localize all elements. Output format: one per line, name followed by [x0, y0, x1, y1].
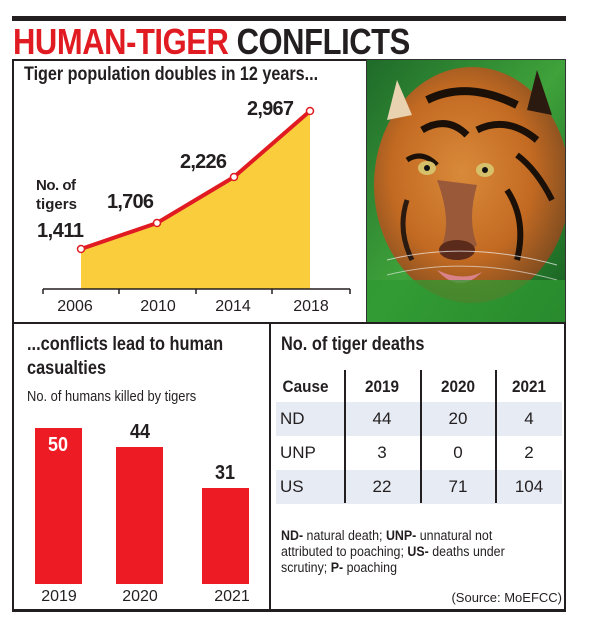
table-row-nd: ND 44 20 4 — [276, 402, 562, 436]
cell-2021: 104 — [514, 477, 544, 496]
footnote-us-abbr: US- — [407, 544, 429, 559]
cell-2020: 0 — [453, 443, 463, 462]
cell-2021: 2 — [524, 443, 534, 462]
data-label-2006: 1,411 — [37, 220, 84, 242]
x-tick-2006: 2006 — [57, 298, 93, 315]
casualties-title-line2: casualties — [27, 358, 107, 379]
cell-2020: 71 — [448, 477, 468, 496]
cell-2019: 3 — [377, 443, 387, 462]
bar-2019 — [35, 428, 82, 584]
footnote-unp-text: unnatural not attributed to poaching; — [281, 528, 493, 559]
cell-cause: US — [280, 477, 304, 496]
cell-2019: 44 — [372, 409, 392, 428]
population-area-chart: 2006 2010 2014 2018 No. of tigers 1,411 … — [36, 98, 351, 315]
cell-cause: UNP — [280, 443, 316, 462]
table-header-row: Cause 2019 2020 2021 — [276, 370, 562, 404]
cell-cause: ND — [280, 409, 305, 428]
footnote-p-abbr: P- — [330, 560, 344, 575]
population-line — [80, 109, 312, 251]
data-label-2014: 2,226 — [180, 151, 227, 173]
bottom-section-frame — [12, 322, 566, 612]
data-point-2014 — [229, 172, 239, 182]
header-cause: Cause — [282, 377, 329, 396]
tiger-photo — [366, 59, 566, 324]
header-2019: 2019 — [364, 377, 400, 396]
bar-year-2019: 2019 — [41, 588, 77, 605]
bar-value-2019: 50 — [47, 434, 69, 456]
data-point-2010 — [152, 218, 162, 228]
title-black-part: CONFLICTS — [236, 21, 411, 62]
x-tick-2014: 2014 — [215, 298, 251, 315]
population-chart-title: Tiger population doubles in 12 years... — [24, 64, 319, 85]
cell-2021: 4 — [524, 409, 534, 428]
data-point-2006 — [76, 244, 86, 254]
top-rule — [12, 16, 566, 21]
data-label-2018: 2,967 — [247, 98, 294, 120]
x-tick-2010: 2010 — [140, 298, 176, 315]
bar-value-2021: 31 — [214, 462, 236, 484]
page-title: HUMAN-TIGER CONFLICTS — [13, 22, 410, 62]
header-2021: 2021 — [511, 377, 547, 396]
source-credit: (Source: MoEFCC) — [451, 590, 562, 605]
y-axis-label-line2: tigers — [36, 196, 77, 213]
bar-2020 — [116, 447, 163, 584]
table-column-divider — [344, 370, 346, 503]
tiger-face-image — [367, 60, 565, 323]
cell-2019: 22 — [372, 477, 392, 496]
footnote-unp-abbr: UNP- — [385, 528, 417, 543]
title-red-part: HUMAN-TIGER — [13, 21, 229, 62]
tiger-deaths-title: No. of tiger deaths — [281, 334, 425, 355]
table-column-divider — [420, 370, 422, 503]
bar-value-2020: 44 — [129, 421, 151, 443]
population-chart-panel — [12, 59, 366, 323]
bar-year-2020: 2020 — [122, 588, 158, 605]
footnote-nd-abbr: ND- — [281, 528, 304, 543]
footnote-p-text: poaching — [343, 560, 397, 575]
casualties-subtitle: No. of humans killed by tigers — [27, 388, 197, 405]
abbreviation-footnote: ND- natural death; UNP- unnatural not at… — [281, 528, 543, 576]
y-axis-label-line1: No. of — [36, 177, 77, 194]
x-tick-2018: 2018 — [293, 298, 329, 315]
footnote-nd-text: natural death; — [303, 528, 386, 543]
bar-year-2021: 2021 — [214, 588, 250, 605]
section-divider — [269, 323, 271, 611]
footnote-us-text: deaths under scrutiny; — [281, 544, 505, 575]
bar-2021 — [202, 488, 249, 584]
table-row-us: US 22 71 104 — [276, 470, 562, 504]
data-label-2010: 1,706 — [107, 191, 154, 213]
table-column-divider — [495, 370, 497, 503]
header-2020: 2020 — [440, 377, 476, 396]
table-row-unp: UNP 3 0 2 — [276, 436, 562, 470]
cell-2020: 20 — [448, 409, 468, 428]
data-point-2018 — [305, 106, 315, 116]
casualties-title-line1: ...conflicts lead to human — [27, 334, 224, 355]
